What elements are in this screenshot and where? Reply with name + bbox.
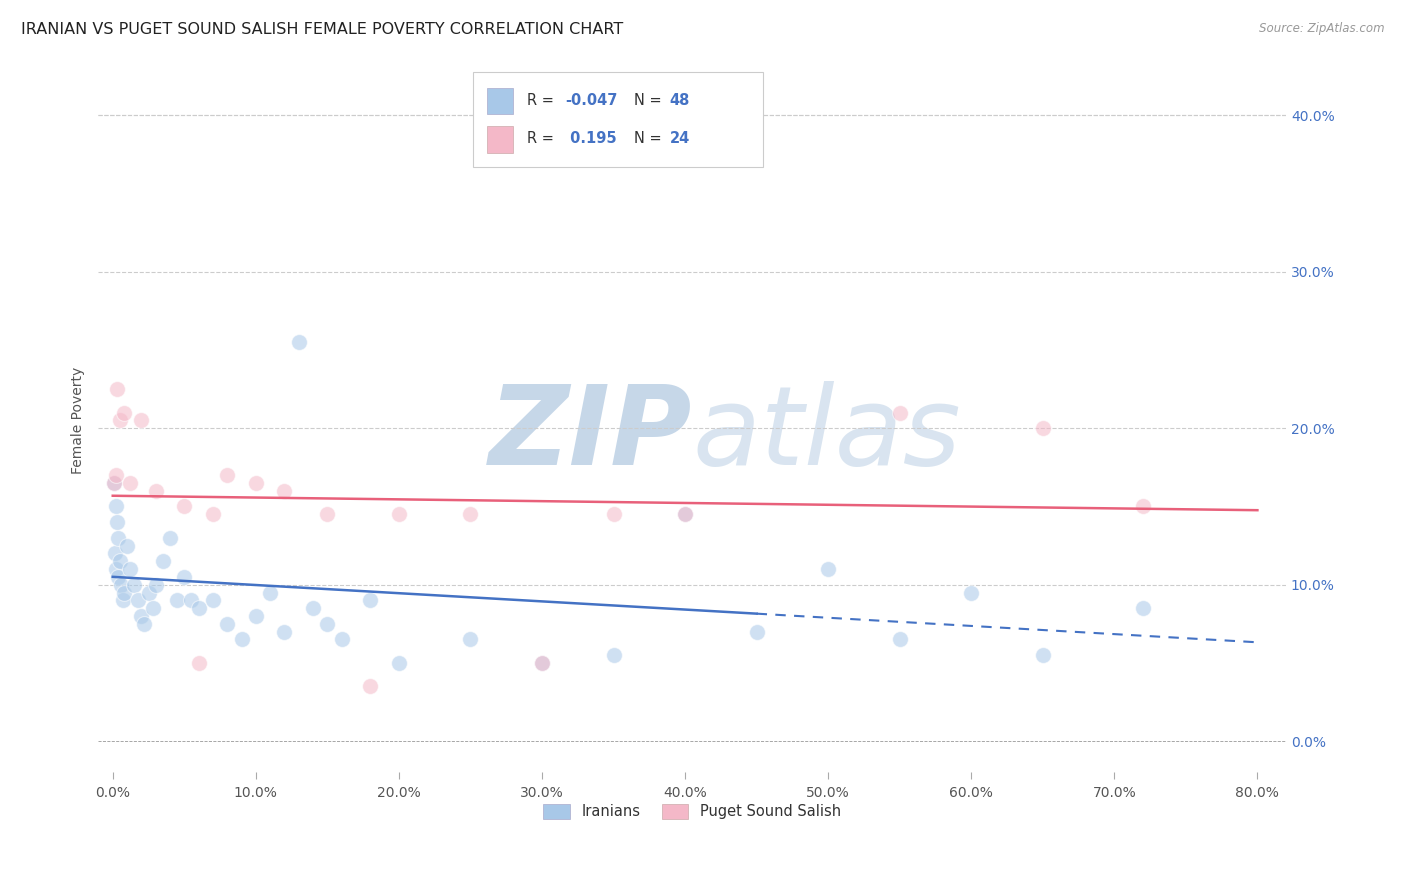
Point: [107, 570, 129, 584]
Point: [152, 554, 174, 568]
Text: N =: N =: [634, 93, 666, 108]
Point: [180, 593, 202, 607]
Point: [287, 335, 309, 350]
Point: [118, 476, 141, 491]
Point: [889, 632, 911, 647]
Point: [316, 616, 339, 631]
Point: [530, 656, 553, 670]
Text: 24: 24: [669, 131, 690, 146]
Text: IRANIAN VS PUGET SOUND SALISH FEMALE POVERTY CORRELATION CHART: IRANIAN VS PUGET SOUND SALISH FEMALE POV…: [21, 22, 623, 37]
Point: [122, 577, 145, 591]
Point: [1032, 421, 1054, 435]
Point: [145, 483, 167, 498]
Point: [673, 508, 696, 522]
Point: [112, 406, 135, 420]
Point: [104, 468, 127, 483]
Point: [128, 593, 150, 607]
Point: [960, 585, 983, 599]
Text: R =: R =: [527, 131, 564, 146]
Point: [145, 577, 167, 591]
Text: Source: ZipAtlas.com: Source: ZipAtlas.com: [1260, 22, 1385, 36]
Point: [105, 515, 128, 529]
Point: [201, 508, 224, 522]
Point: [108, 413, 131, 427]
Point: [118, 562, 141, 576]
Point: [330, 632, 353, 647]
Point: [1132, 601, 1154, 615]
Point: [388, 656, 411, 670]
Point: [108, 554, 131, 568]
Point: [112, 585, 135, 599]
Point: [1032, 648, 1054, 662]
Point: [104, 546, 127, 560]
Point: [111, 593, 134, 607]
Point: [159, 531, 181, 545]
Point: [134, 616, 156, 631]
Point: [388, 508, 411, 522]
Text: 0.195: 0.195: [565, 131, 617, 146]
Point: [217, 468, 239, 483]
Text: 48: 48: [669, 93, 690, 108]
Legend: Iranians, Puget Sound Salish: Iranians, Puget Sound Salish: [537, 797, 846, 825]
Point: [245, 476, 267, 491]
Point: [110, 577, 132, 591]
Point: [103, 476, 125, 491]
Point: [530, 656, 553, 670]
Point: [273, 624, 295, 639]
Point: [131, 609, 153, 624]
Point: [602, 648, 624, 662]
Point: [115, 539, 138, 553]
Point: [359, 679, 381, 693]
Point: [673, 508, 696, 522]
Point: [460, 632, 482, 647]
FancyBboxPatch shape: [472, 72, 763, 167]
Text: ZIP: ZIP: [489, 381, 692, 488]
Text: N =: N =: [634, 131, 666, 146]
Point: [187, 656, 209, 670]
Point: [259, 585, 281, 599]
Point: [231, 632, 253, 647]
Point: [460, 508, 482, 522]
Point: [104, 500, 127, 514]
Text: -0.047: -0.047: [565, 93, 617, 108]
Point: [602, 508, 624, 522]
Point: [273, 483, 295, 498]
FancyBboxPatch shape: [486, 127, 513, 153]
Point: [316, 508, 339, 522]
Point: [138, 585, 160, 599]
Text: R =: R =: [527, 93, 558, 108]
Point: [817, 562, 839, 576]
Point: [166, 593, 188, 607]
Point: [217, 616, 239, 631]
Point: [201, 593, 224, 607]
Y-axis label: Female Poverty: Female Poverty: [72, 367, 86, 474]
Point: [302, 601, 325, 615]
Point: [187, 601, 209, 615]
Point: [889, 406, 911, 420]
Point: [103, 476, 125, 491]
FancyBboxPatch shape: [486, 87, 513, 114]
Point: [173, 570, 195, 584]
Point: [745, 624, 768, 639]
Point: [105, 562, 128, 576]
Point: [105, 382, 128, 396]
Point: [131, 413, 153, 427]
Point: [107, 531, 129, 545]
Point: [359, 593, 381, 607]
Point: [1132, 500, 1154, 514]
Point: [245, 609, 267, 624]
Point: [173, 500, 195, 514]
Point: [142, 601, 165, 615]
Text: atlas: atlas: [692, 381, 960, 488]
